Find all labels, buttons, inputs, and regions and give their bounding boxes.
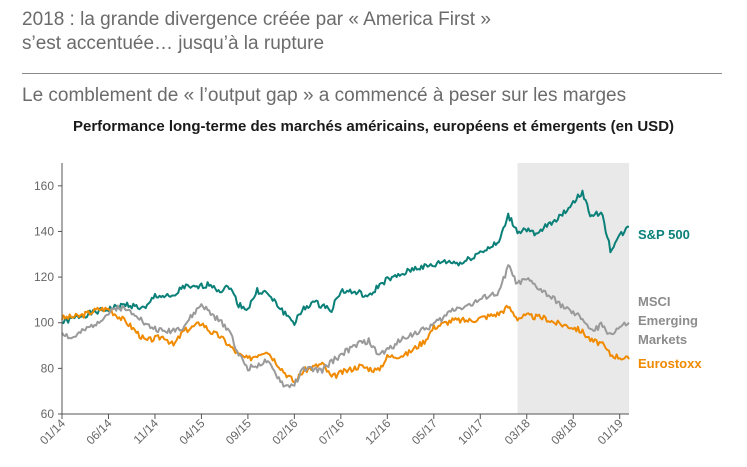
divider-rule bbox=[22, 73, 722, 74]
series-label-msci-line-3: Markets bbox=[638, 332, 687, 347]
x-axis-ticks: 01/14 06/14 11/14 04/15 09/15 02/16 07/16 12/16… bbox=[37, 414, 626, 447]
series-label-sp500: S&P 500 bbox=[638, 227, 690, 242]
series-label-eurostoxx: Eurostoxx bbox=[638, 356, 702, 371]
chart-title: Performance long-terme des marchés améri… bbox=[72, 118, 675, 135]
headline-line-1: 2018 : la grande divergence créée par « … bbox=[22, 9, 491, 30]
headline-line-2: s’est accentuée… jusqu’à la rupture bbox=[22, 33, 325, 54]
x-tick-label: 08/18 bbox=[548, 416, 579, 447]
x-tick-label: 03/18 bbox=[502, 416, 533, 447]
x-tick-label: 02/16 bbox=[269, 416, 300, 447]
y-tick-label: 160 bbox=[34, 179, 54, 193]
x-tick-label: 11/14 bbox=[131, 416, 162, 447]
series-line-s-p-500 bbox=[61, 189, 630, 326]
headline: 2018 : la grande divergence créée par « … bbox=[22, 8, 722, 56]
x-tick-label: 10/17 bbox=[455, 416, 486, 447]
series-layer bbox=[61, 189, 630, 389]
y-axis-ticks: 60 80 100 120 140 160 bbox=[34, 179, 62, 421]
series-line-eurostoxx bbox=[61, 304, 630, 384]
x-tick-label: 01/19 bbox=[595, 416, 626, 447]
series-line-msci-emerging-markets bbox=[61, 264, 630, 389]
y-tick-label: 100 bbox=[34, 316, 54, 330]
x-tick-label: 05/17 bbox=[409, 416, 440, 447]
x-tick-label: 04/15 bbox=[176, 416, 207, 447]
x-tick-label: 09/15 bbox=[223, 416, 254, 447]
subtitle: Le comblement de « l’output gap » a comm… bbox=[22, 85, 627, 106]
x-tick-label: 07/16 bbox=[316, 416, 347, 447]
y-tick-label: 140 bbox=[34, 224, 54, 238]
y-tick-label: 80 bbox=[41, 361, 55, 375]
series-label-msci-line-1: MSCI bbox=[638, 294, 671, 309]
series-labels: S&P 500 MSCI Emerging Markets Eurostoxx bbox=[638, 227, 702, 371]
y-tick-label: 60 bbox=[41, 407, 55, 421]
y-tick-label: 120 bbox=[34, 270, 54, 284]
x-tick-label: 06/14 bbox=[83, 416, 114, 447]
x-tick-label: 12/16 bbox=[362, 416, 393, 447]
series-label-msci-line-2: Emerging bbox=[638, 313, 698, 328]
